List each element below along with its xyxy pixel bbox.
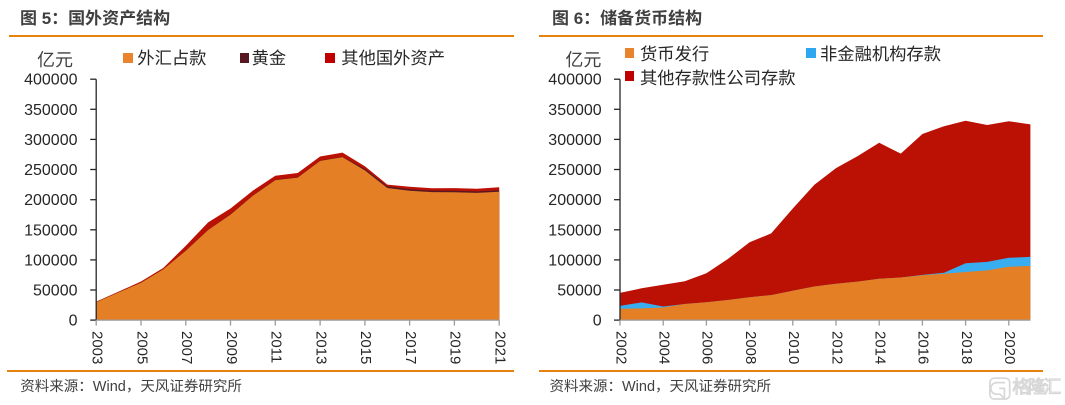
svg-text:0: 0 [69, 313, 78, 330]
svg-text:200000: 200000 [24, 192, 77, 209]
svg-text:300000: 300000 [548, 132, 601, 149]
svg-text:300000: 300000 [24, 132, 77, 149]
svg-text:100000: 100000 [24, 252, 77, 269]
svg-text:150000: 150000 [548, 222, 601, 239]
svg-text:2016: 2016 [915, 331, 932, 364]
svg-text:350000: 350000 [548, 102, 601, 119]
svg-text:2013: 2013 [312, 331, 329, 364]
svg-text:2008: 2008 [742, 331, 759, 364]
svg-text:400000: 400000 [548, 72, 601, 89]
svg-text:2005: 2005 [133, 331, 150, 364]
svg-text:2014: 2014 [872, 331, 889, 364]
svg-text:400000: 400000 [24, 72, 77, 89]
svg-text:2018: 2018 [958, 331, 975, 364]
svg-text:350000: 350000 [24, 102, 77, 119]
svg-text:2010: 2010 [785, 331, 802, 364]
svg-text:100000: 100000 [548, 252, 601, 269]
svg-text:50000: 50000 [557, 283, 602, 300]
svg-text:50000: 50000 [33, 283, 78, 300]
svg-text:2004: 2004 [656, 331, 673, 364]
svg-text:2009: 2009 [223, 331, 240, 364]
svg-text:2021: 2021 [492, 331, 509, 364]
svg-text:2012: 2012 [828, 331, 845, 364]
svg-text:2006: 2006 [699, 331, 716, 364]
svg-text:2017: 2017 [402, 331, 419, 364]
svg-text:2007: 2007 [178, 331, 195, 364]
svg-text:250000: 250000 [548, 162, 601, 179]
svg-text:2019: 2019 [447, 331, 464, 364]
svg-text:2020: 2020 [1001, 331, 1018, 364]
svg-text:250000: 250000 [24, 162, 77, 179]
svg-text:200000: 200000 [548, 192, 601, 209]
svg-text:150000: 150000 [24, 222, 77, 239]
svg-text:2015: 2015 [357, 331, 374, 364]
svg-text:0: 0 [593, 313, 602, 330]
svg-text:2011: 2011 [268, 331, 285, 363]
svg-text:2002: 2002 [612, 331, 629, 364]
svg-text:2003: 2003 [88, 331, 105, 364]
